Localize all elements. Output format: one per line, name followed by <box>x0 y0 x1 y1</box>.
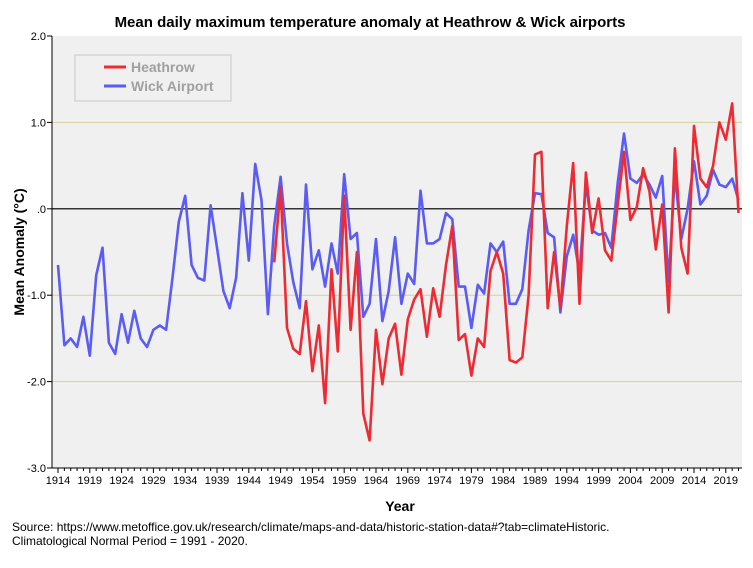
x-tick-label: 1939 <box>205 475 229 487</box>
series-line-wick-airport <box>56 132 740 358</box>
x-tick-label: 1964 <box>364 475 388 487</box>
x-tick-label: 1914 <box>46 475 70 487</box>
source-line: Source: https://www.metoffice.gov.uk/res… <box>12 520 610 534</box>
x-tick-label: 2009 <box>650 475 674 487</box>
x-tick-label: 1994 <box>555 475 579 487</box>
y-tick-label: -2.0 <box>27 377 46 389</box>
x-tick-label: 1954 <box>300 475 324 487</box>
legend-label-wick: Wick Airport <box>131 78 214 94</box>
legend-label-heathrow: Heathrow <box>131 59 195 75</box>
x-tick-label: 1919 <box>78 475 102 487</box>
y-tick-label: -1.0 <box>27 290 46 302</box>
y-axis-label: Mean Anomaly (°C) <box>11 188 27 315</box>
source-note: Source: https://www.metoffice.gov.uk/res… <box>12 520 610 548</box>
x-tick-label: 1929 <box>141 475 165 487</box>
chart-title: Mean daily maximum temperature anomaly a… <box>115 14 626 31</box>
legend-box <box>74 54 232 102</box>
x-tick-label: 1944 <box>237 475 261 487</box>
x-tick-label: 1959 <box>332 475 356 487</box>
x-tick-label: 2014 <box>682 475 706 487</box>
x-tick-label: 2004 <box>618 475 642 487</box>
x-tick-label: 1924 <box>109 475 133 487</box>
x-tick-label: 1974 <box>427 475 451 487</box>
x-tick-label: 1934 <box>173 475 197 487</box>
x-tick-label: 1989 <box>523 475 547 487</box>
x-tick-label: 1999 <box>586 475 610 487</box>
x-axis-label: Year <box>385 498 415 514</box>
y-tick-label: -3.0 <box>27 463 46 475</box>
y-tick-label: 1.0 <box>31 117 46 129</box>
y-tick-label: .0 <box>37 204 46 216</box>
normal-period-line: Climatological Normal Period = 1991 - 20… <box>12 534 248 548</box>
series-line-heathrow <box>272 102 740 442</box>
x-tick-label: 1984 <box>491 475 515 487</box>
x-tick-label: 1979 <box>459 475 483 487</box>
y-tick-label: 2.0 <box>31 31 46 43</box>
x-tick-label: 1949 <box>268 475 292 487</box>
legend: Heathrow Wick Airport <box>74 54 232 102</box>
x-tick-label: 1969 <box>396 475 420 487</box>
x-tick-label: 2019 <box>714 475 738 487</box>
